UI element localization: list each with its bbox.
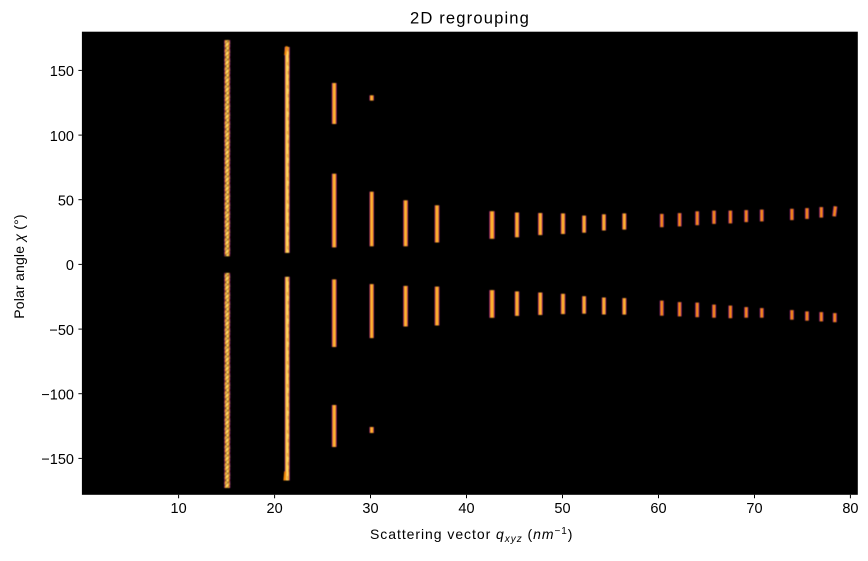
svg-text:50: 50 [58,194,74,210]
svg-text:−50: −50 [49,323,74,339]
svg-text:Polar angle χ (°): Polar angle χ (°) [11,214,27,319]
svg-text:0: 0 [66,258,74,274]
svg-text:50: 50 [554,501,570,517]
svg-text:40: 40 [458,501,474,517]
svg-text:2D regrouping: 2D regrouping [410,9,530,28]
svg-text:80: 80 [842,501,858,517]
svg-text:150: 150 [50,64,74,80]
svg-text:−150: −150 [41,452,74,468]
svg-text:100: 100 [50,129,74,145]
svg-text:70: 70 [746,501,762,517]
svg-text:60: 60 [650,501,666,517]
svg-text:30: 30 [362,501,378,517]
svg-text:10: 10 [171,501,187,517]
svg-text:−100: −100 [41,388,74,404]
svg-text:Scattering vector qxyz (nm−1): Scattering vector qxyz (nm−1) [370,526,573,545]
svg-text:20: 20 [267,501,283,517]
